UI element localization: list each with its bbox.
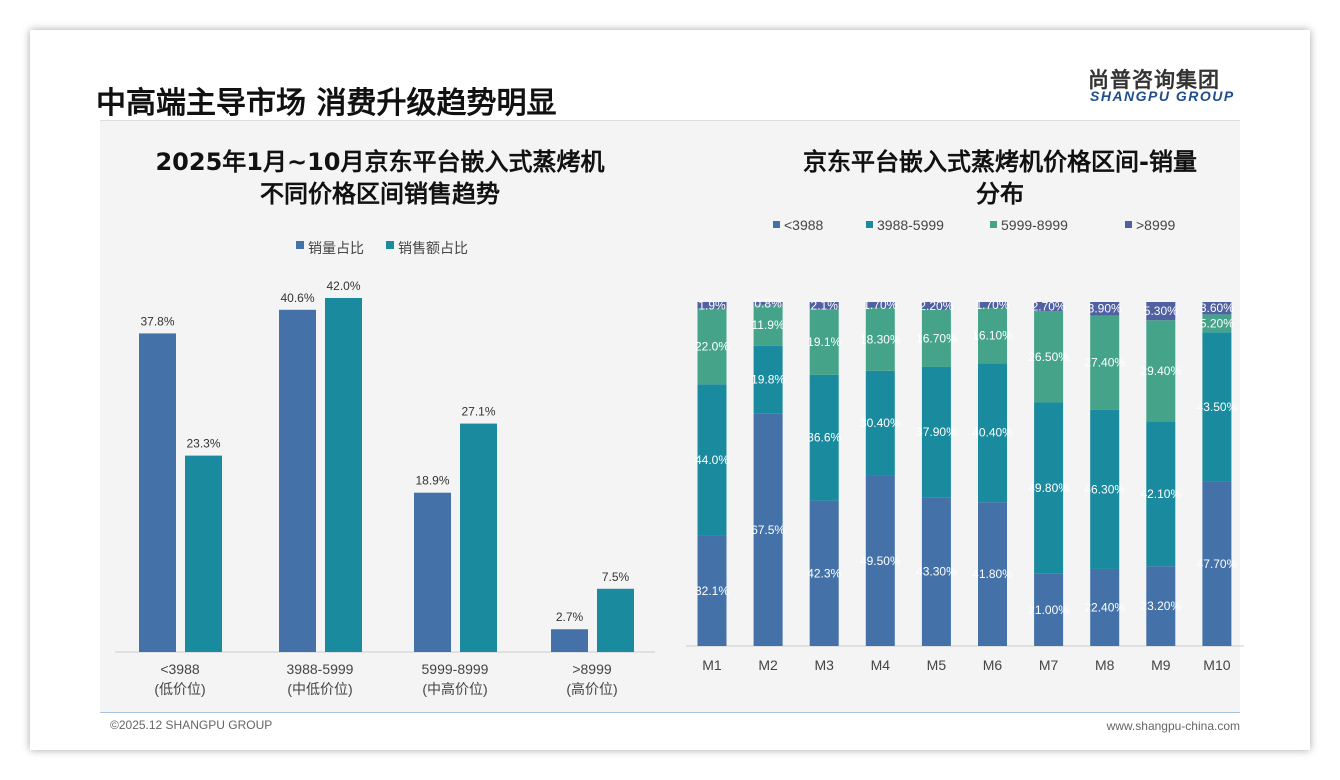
right-chart-title-line1: 京东平台嵌入式蒸烤机价格区间-销量 [803, 148, 1197, 176]
page-title: 中高端主导市场 消费升级趋势明显 [96, 86, 557, 121]
left-chart-title-line2: 不同价格区间销售趋势 [260, 180, 500, 208]
header-divider [100, 120, 1240, 121]
left-chart-title-line1: 2025年1月~10月京东平台嵌入式蒸烤机 [155, 148, 605, 176]
left-chart-title: 2025年1月~10月京东平台嵌入式蒸烤机 不同价格区间销售趋势 [110, 146, 650, 210]
logo-english: SHANGPU GROUP [1090, 88, 1235, 104]
footer-copyright: ©2025.12 SHANGPU GROUP [110, 718, 273, 732]
right-chart-title-line2: 分布 [976, 180, 1024, 208]
logo-chinese: 尚普咨询集团 [1088, 68, 1220, 92]
footer-website: www.shangpu-china.com [1106, 719, 1240, 733]
slide: 销量占比 销售额占比 37.8% 23.3% <3988 (低价位) 40.6% 42.0% 3… [30, 30, 1310, 750]
footer-divider [100, 712, 1240, 713]
right-chart-title: 京东平台嵌入式蒸烤机价格区间-销量 分布 [730, 146, 1270, 210]
